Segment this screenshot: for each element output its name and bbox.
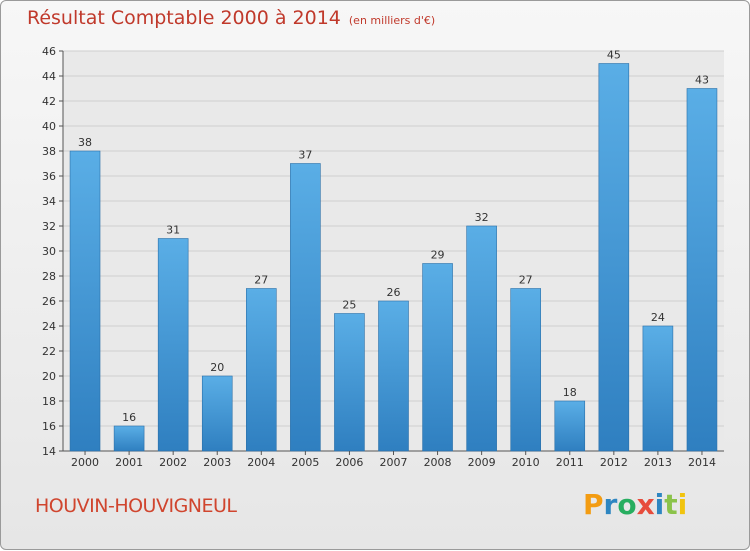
data-label: 25 bbox=[342, 299, 356, 312]
x-tick-label: 2012 bbox=[600, 456, 628, 469]
bar bbox=[201, 375, 233, 452]
bar bbox=[69, 150, 101, 452]
chart-subtitle: (en milliers d'€) bbox=[348, 14, 436, 27]
x-tick-label: 2013 bbox=[644, 456, 672, 469]
logo-letter: r bbox=[603, 488, 618, 521]
data-label: 27 bbox=[519, 274, 533, 287]
logo-letter: i bbox=[654, 488, 665, 521]
bar bbox=[246, 288, 277, 452]
data-label: 24 bbox=[651, 311, 665, 324]
y-tick-label: 40 bbox=[42, 120, 56, 133]
logo-letter: t bbox=[664, 488, 678, 521]
y-tick-label: 14 bbox=[42, 445, 56, 458]
logo-letter: P bbox=[583, 488, 604, 521]
data-label: 32 bbox=[475, 211, 489, 224]
y-tick-label: 46 bbox=[42, 45, 56, 58]
y-tick-label: 28 bbox=[42, 270, 56, 283]
data-label: 31 bbox=[166, 224, 180, 237]
x-tick-label: 2002 bbox=[159, 456, 187, 469]
data-label: 37 bbox=[298, 149, 312, 162]
data-label: 16 bbox=[122, 411, 136, 424]
x-tick-label: 2011 bbox=[556, 456, 584, 469]
y-tick-label: 16 bbox=[42, 420, 56, 433]
x-tick-label: 2000 bbox=[71, 456, 99, 469]
data-label: 45 bbox=[607, 49, 621, 62]
bar bbox=[113, 425, 145, 452]
y-tick-label: 26 bbox=[42, 295, 56, 308]
data-label: 38 bbox=[78, 136, 92, 149]
data-label: 43 bbox=[695, 74, 709, 87]
x-tick-label: 2014 bbox=[688, 456, 716, 469]
y-tick-label: 34 bbox=[42, 195, 56, 208]
bar bbox=[157, 238, 189, 452]
data-label: 26 bbox=[387, 286, 401, 299]
bar bbox=[466, 225, 497, 452]
logo-letter: i bbox=[677, 488, 688, 521]
bar bbox=[422, 263, 453, 452]
y-tick-label: 36 bbox=[42, 170, 56, 183]
x-tick-label: 2009 bbox=[468, 456, 496, 469]
y-tick-label: 22 bbox=[42, 345, 56, 358]
x-tick-label: 2008 bbox=[424, 456, 452, 469]
proxiti-logo: Proxiti bbox=[583, 488, 687, 521]
town-name: HOUVIN-HOUVIGNEUL bbox=[35, 495, 237, 517]
chart-title-text: Résultat Comptable 2000 à 2014 bbox=[27, 7, 341, 29]
bar bbox=[378, 300, 409, 452]
data-label: 27 bbox=[254, 274, 268, 287]
logo-letter: x bbox=[636, 488, 655, 521]
y-tick-label: 42 bbox=[42, 95, 56, 108]
bar bbox=[642, 325, 674, 452]
data-label: 29 bbox=[431, 249, 445, 262]
chart-title: Résultat Comptable 2000 à 2014 (en millie… bbox=[27, 7, 435, 29]
bar bbox=[290, 163, 321, 452]
x-tick-label: 2004 bbox=[247, 456, 275, 469]
x-tick-label: 2006 bbox=[335, 456, 363, 469]
bar bbox=[686, 88, 718, 452]
y-tick-label: 24 bbox=[42, 320, 56, 333]
x-tick-label: 2003 bbox=[203, 456, 231, 469]
bar bbox=[554, 400, 586, 452]
y-tick-label: 38 bbox=[42, 145, 56, 158]
bar bbox=[510, 288, 541, 452]
x-tick-label: 2005 bbox=[291, 456, 319, 469]
x-tick-label: 2007 bbox=[380, 456, 408, 469]
y-tick-label: 32 bbox=[42, 220, 56, 233]
y-tick-label: 30 bbox=[42, 245, 56, 258]
data-label: 20 bbox=[210, 361, 224, 374]
y-tick-label: 18 bbox=[42, 395, 56, 408]
x-tick-label: 2010 bbox=[512, 456, 540, 469]
x-tick-label: 2001 bbox=[115, 456, 143, 469]
data-label: 18 bbox=[563, 386, 577, 399]
bar bbox=[598, 63, 630, 452]
bar bbox=[334, 313, 365, 452]
logo-letter: o bbox=[617, 488, 637, 521]
y-tick-label: 20 bbox=[42, 370, 56, 383]
y-tick-label: 44 bbox=[42, 70, 56, 83]
